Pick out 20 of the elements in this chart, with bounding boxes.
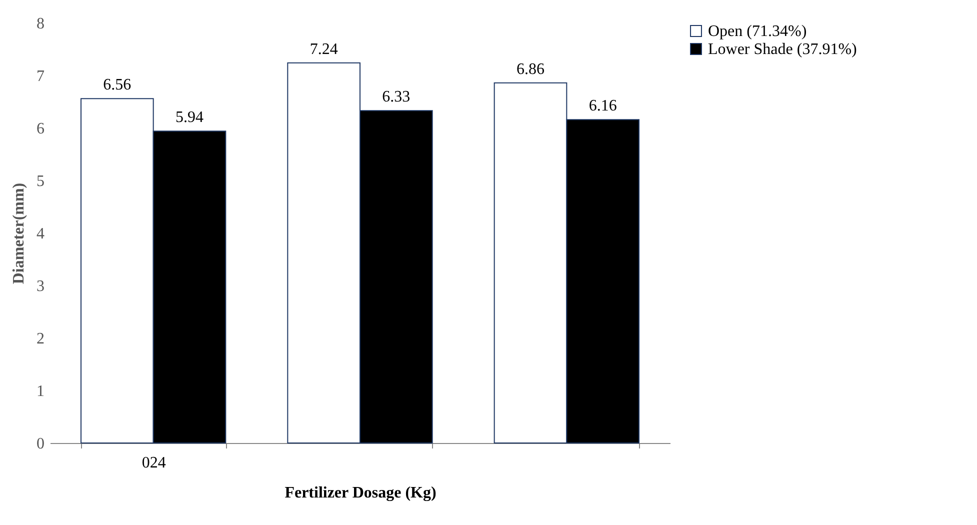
y-tick-label: 2: [36, 330, 44, 348]
y-tick-label: 7: [36, 68, 44, 85]
y-tick-label: 0: [36, 436, 44, 452]
y-tick-label: 6: [36, 120, 44, 138]
y-tick-label: 1: [36, 383, 44, 400]
data-label: 5.94: [176, 109, 204, 126]
legend-label: Lower Shade (37.91%): [708, 41, 857, 58]
data-label: 6.56: [103, 76, 132, 94]
y-axis-title: Diameter(mm): [10, 182, 28, 284]
y-tick-label: 8: [36, 16, 44, 32]
data-label: 6.16: [588, 98, 617, 115]
y-tick-label: 4: [36, 226, 44, 242]
legend-label: Open (71.34%): [708, 23, 807, 40]
data-label: 6.33: [382, 88, 410, 106]
y-tick-label: 5: [36, 173, 44, 190]
y-tick-label: 3: [36, 278, 44, 295]
x-tick-label: 024: [142, 454, 166, 472]
data-label: 7.24: [310, 40, 338, 58]
x-axis-title: Fertilizer Dosage (Kg): [284, 484, 436, 502]
data-label: 6.86: [516, 60, 544, 78]
